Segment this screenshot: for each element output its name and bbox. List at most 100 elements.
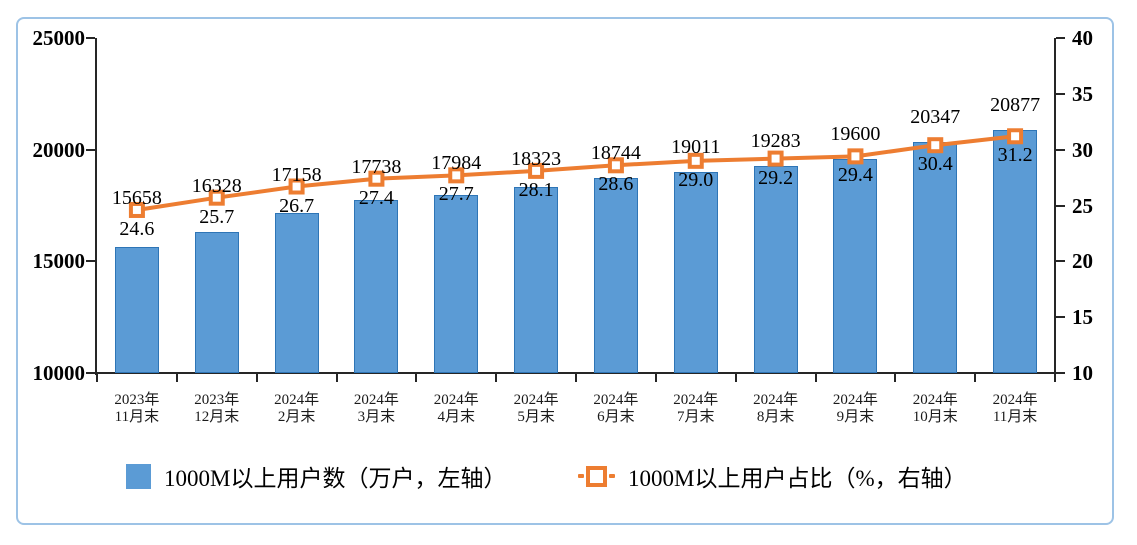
left-axis-tick-label: 10000 xyxy=(32,361,86,385)
x-axis-category-label: 2024年 10月末 xyxy=(912,392,958,425)
x-axis-tick xyxy=(734,373,737,382)
x-axis-category-label: 2024年 5月末 xyxy=(513,392,559,425)
bar-value-label: 17984 xyxy=(431,152,482,175)
bar-value-label: 18323 xyxy=(511,147,562,170)
x-axis-tick xyxy=(974,373,977,382)
line-marker-icon xyxy=(128,201,145,218)
x-axis-tick xyxy=(335,373,338,382)
right-axis-tick xyxy=(1056,372,1065,374)
right-axis-tick xyxy=(1056,92,1065,95)
line-dash-left-icon xyxy=(578,474,584,478)
left-axis-line xyxy=(95,38,97,375)
right-axis-tick-label: 20 xyxy=(1072,249,1093,274)
line-marker-icon xyxy=(288,178,305,195)
x-axis-category-label: 2024年 9月末 xyxy=(832,392,878,425)
x-axis-category-label: 2024年 8月末 xyxy=(753,392,799,425)
line-value-label: 29.0 xyxy=(678,168,714,191)
bar xyxy=(833,158,878,373)
right-axis-tick xyxy=(1056,204,1065,207)
bar xyxy=(514,187,559,373)
right-axis-tick xyxy=(1056,37,1065,39)
line-series-legend-label: 1000M以上用户占比（%，右轴） xyxy=(628,466,967,491)
bar-value-label: 20347 xyxy=(910,105,961,128)
line-series xyxy=(128,128,1024,218)
bar-value-label: 16328 xyxy=(191,174,242,197)
bar xyxy=(274,213,319,373)
right-axis-tick xyxy=(1056,316,1065,319)
left-axis-tick-label: 20000 xyxy=(32,137,86,162)
line-marker-icon xyxy=(208,189,225,206)
bar-value-label: 17158 xyxy=(271,163,322,186)
bar-value-label: 18744 xyxy=(590,141,641,164)
left-axis-tick xyxy=(86,372,95,374)
line-marker-icon xyxy=(448,167,465,184)
line-marker-icon xyxy=(607,157,624,174)
right-axis-tick-label: 40 xyxy=(1072,26,1093,50)
bar xyxy=(753,165,798,373)
line-value-label: 25.7 xyxy=(199,205,235,228)
x-axis-tick xyxy=(415,373,418,382)
x-axis-tick xyxy=(575,373,577,382)
x-axis-category-label: 2024年 2月末 xyxy=(274,392,320,425)
right-axis-tick-label: 10 xyxy=(1072,361,1093,385)
bar-value-label: 19283 xyxy=(750,129,801,152)
legend: 1000M以上用户数（万户，左轴） 1000M以上用户占比（%，右轴） xyxy=(0,460,1137,494)
line-value-label: 28.1 xyxy=(518,178,554,201)
line-value-label: 24.6 xyxy=(119,217,155,240)
x-axis-category-label: 2024年 4月末 xyxy=(433,392,479,425)
right-axis-tick xyxy=(1056,148,1065,151)
bar xyxy=(434,194,479,373)
x-axis-category-label: 2023年 11月末 xyxy=(114,392,160,425)
line-value-label: 26.7 xyxy=(279,194,315,217)
line-value-label: 29.4 xyxy=(837,164,873,187)
bar xyxy=(194,231,239,373)
left-axis-tick-label: 25000 xyxy=(32,26,86,50)
x-axis-category-label: 2024年 7月末 xyxy=(673,392,719,425)
x-axis-tick xyxy=(96,373,98,382)
line-marker-icon xyxy=(767,150,784,167)
x-axis-category-label: 2024年 11月末 xyxy=(992,392,1038,425)
legend-item-bar-series: 1000M以上用户数（万户，左轴） xyxy=(126,460,506,492)
left-axis-tick xyxy=(86,37,95,39)
line-dash-right-icon xyxy=(609,474,615,478)
bar-value-label: 20877 xyxy=(990,94,1041,117)
x-axis-tick xyxy=(495,373,498,382)
bar xyxy=(114,246,159,373)
x-axis-category-label: 2024年 6月末 xyxy=(593,392,639,425)
line-marker-icon xyxy=(528,162,545,179)
x-axis-tick xyxy=(814,373,817,382)
left-axis-tick xyxy=(86,260,95,263)
line-value-label: 27.4 xyxy=(358,186,394,209)
bar xyxy=(354,200,399,373)
right-axis-tick-label: 35 xyxy=(1072,81,1093,106)
left-axis-tick xyxy=(86,148,95,151)
line-value-label: 30.4 xyxy=(917,153,953,176)
legend-item-line-series: 1000M以上用户占比（%，右轴） xyxy=(578,460,967,492)
bar-value-label: 15658 xyxy=(111,186,162,209)
x-axis-tick xyxy=(255,373,258,382)
bar xyxy=(673,171,718,373)
bar-series-legend-label: 1000M以上用户数（万户，左轴） xyxy=(164,466,507,491)
x-axis-tick xyxy=(654,373,657,382)
right-axis-tick-label: 25 xyxy=(1072,193,1093,218)
line-marker-icon xyxy=(368,170,385,187)
percentage-line xyxy=(136,134,1016,212)
line-marker-icon xyxy=(927,137,944,154)
right-axis-tick-label: 15 xyxy=(1072,305,1093,330)
bar xyxy=(593,177,638,373)
line-value-label: 29.2 xyxy=(758,166,794,189)
bar-value-label: 17738 xyxy=(351,155,402,178)
right-axis-line xyxy=(1054,38,1056,375)
bar-value-label: 19600 xyxy=(830,122,881,145)
x-axis-category-label: 2023年 12月末 xyxy=(194,392,240,425)
left-axis-tick-label: 15000 xyxy=(32,249,86,274)
right-axis-tick xyxy=(1056,260,1065,263)
right-axis-tick-label: 30 xyxy=(1072,137,1093,162)
line-value-label: 27.7 xyxy=(438,183,474,206)
line-marker-icon xyxy=(687,152,704,169)
line-series-swatch-icon xyxy=(578,465,615,487)
bar xyxy=(993,130,1038,373)
x-axis-tick xyxy=(175,373,178,382)
